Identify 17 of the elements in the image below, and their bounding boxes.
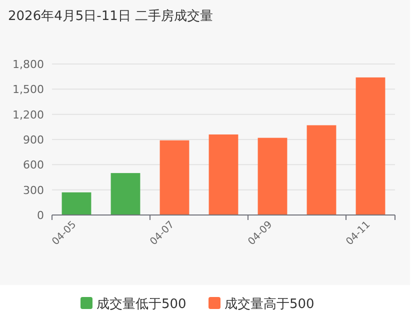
bar	[160, 140, 190, 215]
bar	[306, 125, 336, 215]
y-tick-label: 300	[23, 184, 44, 197]
legend-label: 成交量高于500	[224, 296, 314, 312]
bar	[356, 77, 386, 215]
y-tick-label: 1,500	[12, 83, 44, 96]
bar	[110, 173, 140, 215]
chart-title: 2026年4月5日-11日 二手房成交量	[8, 8, 213, 24]
bar	[258, 138, 288, 215]
y-tick-label: 0	[37, 209, 44, 222]
bar	[208, 134, 238, 215]
y-tick-label: 900	[23, 134, 44, 146]
y-tick-label: 1,200	[12, 108, 44, 122]
legend-label: 成交量低于500	[96, 296, 186, 312]
y-tick-label: 600	[23, 158, 44, 172]
y-tick-label: 1,800	[12, 58, 44, 71]
bar	[62, 192, 92, 215]
